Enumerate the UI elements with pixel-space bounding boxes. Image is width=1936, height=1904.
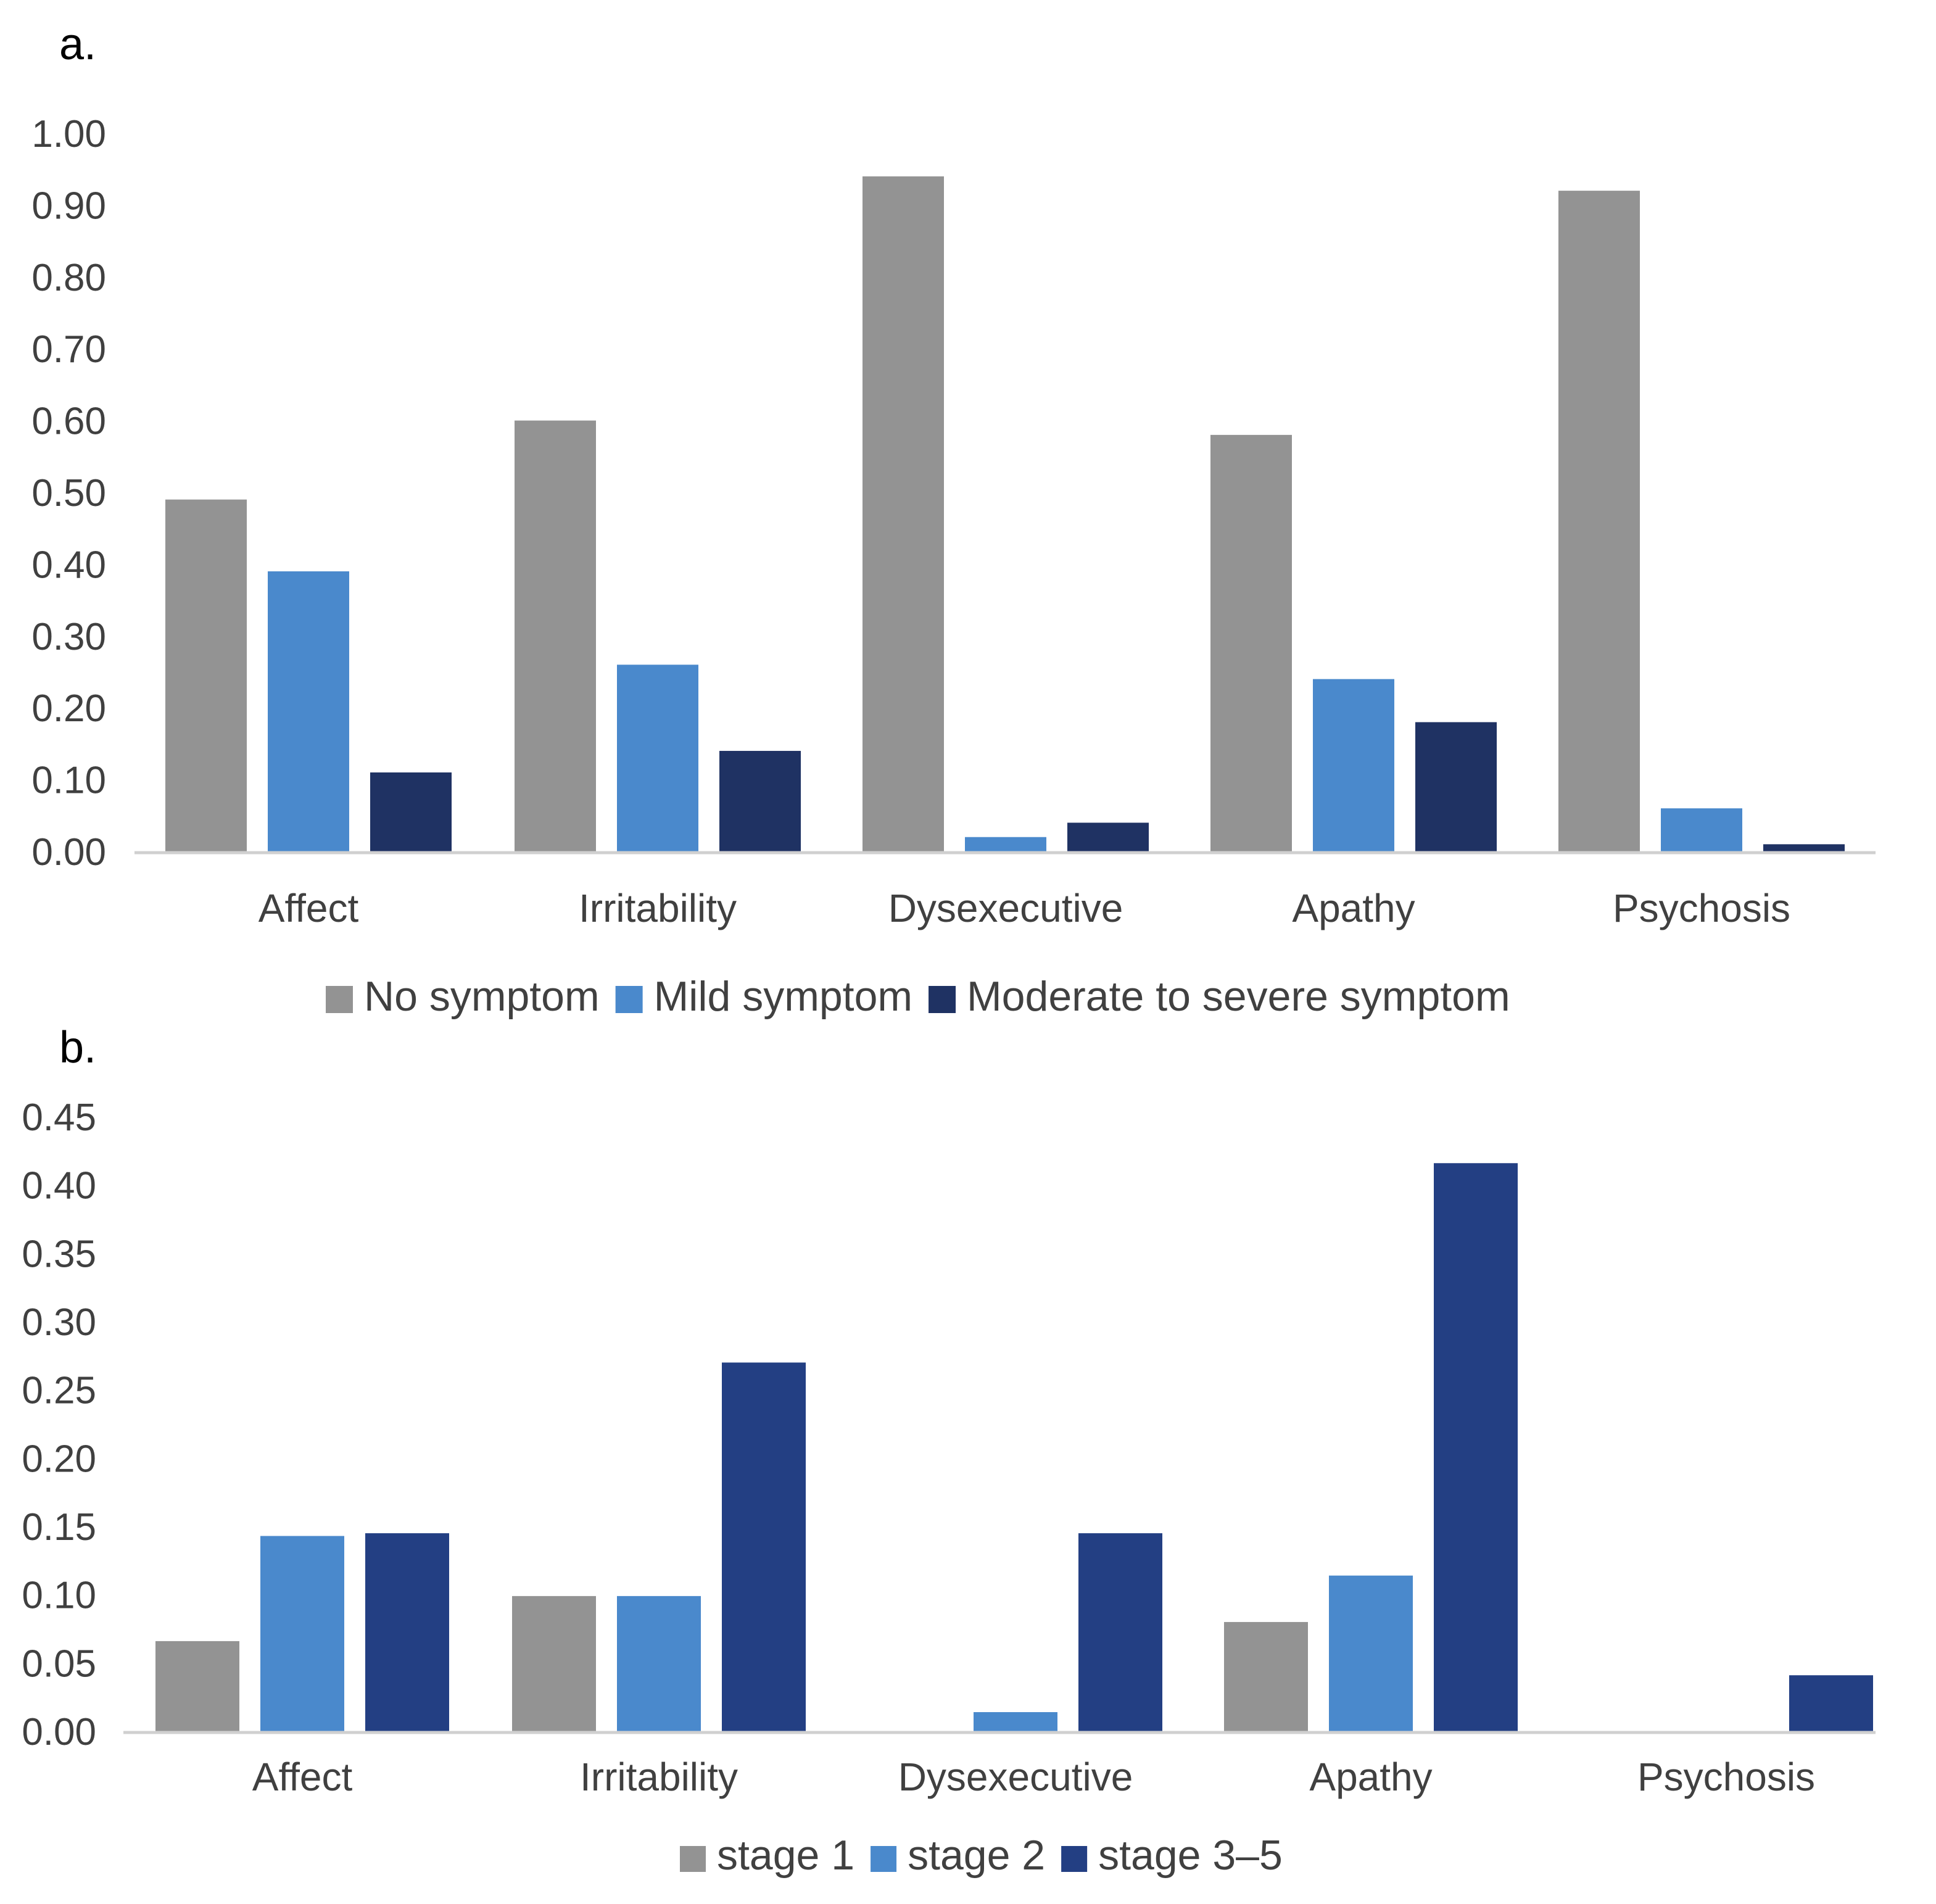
panel-a-bar-affect-moderate-to-severe-symptom [370, 772, 452, 851]
panel-a-x-tick-label: Psychosis [1613, 886, 1790, 930]
panel-b-bar-affect-stage-3-5 [365, 1533, 449, 1731]
panel-a-bar-affect-mild-symptom [268, 571, 349, 851]
panel-a-bar-apathy-no-symptom [1210, 434, 1292, 851]
panel-b-y-tick-label: 0.20 [22, 1438, 96, 1480]
panel-b-x-axis: Affect Irritability Dysexecutive Apathy Psyc… [252, 1755, 1815, 1799]
panel-a-bar-irritability-no-symptom [515, 420, 596, 851]
panel-a-legend-swatch-moderate-to-severe-symptom [929, 986, 956, 1013]
panel-a-bar-apathy-mild-symptom [1313, 679, 1394, 851]
panel-b-y-axis: 0.00 0.05 0.10 0.15 0.20 0.25 0.30 0.35 0.40 0.45 [22, 1096, 96, 1753]
panel-a-bar-dysexecutive-moderate-to-severe-symptom [1067, 822, 1149, 851]
panel-a-bar-dysexecutive-no-symptom [863, 176, 944, 852]
panel-a-x-tick-label: Affect [259, 886, 359, 930]
panel-b-legend-swatch-stage-2 [871, 1846, 897, 1872]
panel-a-bar-psychosis-moderate-to-severe-symptom [1763, 844, 1845, 851]
panel-a-legend-label-no-symptom: No symptom [364, 973, 600, 1020]
panel-a-y-tick-label: 0.60 [31, 400, 106, 443]
panel-a-bar-irritability-moderate-to-severe-symptom [719, 751, 801, 851]
panel-a-bar-dysexecutive-mild-symptom [965, 837, 1046, 851]
panel-b-bar-apathy-stage-2 [1329, 1575, 1413, 1731]
panel-b-legend-label-stage-3-5: stage 3–5 [1098, 1832, 1283, 1879]
panel-a-x-axis: Affect Irritability Dysexecutive Apathy Psyc… [259, 886, 1790, 930]
panel-a-y-tick-label: 0.30 [31, 616, 106, 658]
panel-b-bars [155, 1163, 1873, 1731]
panel-b-bar-irritability-stage-1 [512, 1596, 596, 1731]
panel-a-bar-affect-no-symptom [165, 499, 247, 851]
panel-b-bar-apathy-stage-1 [1224, 1621, 1308, 1731]
panel-b-label: b. [59, 1023, 96, 1072]
panel-b-bar-irritability-stage-2 [617, 1596, 701, 1731]
panel-a-label: a. [59, 20, 96, 69]
panel-b: b. 0.000.050.100.150.200.250.300.350.400… [22, 1023, 1876, 1879]
panel-a-legend-swatch-mild-symptom [615, 986, 643, 1013]
panel-b-x-tick-label: Dysexecutive [898, 1755, 1133, 1799]
panel-a-y-tick-label: 0.50 [31, 472, 106, 515]
panel-a-bars [165, 176, 1845, 852]
panel-b-legend-label-stage-1: stage 1 [717, 1832, 854, 1879]
panel-a-y-tick-label: 0.90 [31, 184, 106, 227]
panel-b-y-tick-label: 0.35 [22, 1233, 96, 1275]
panel-a-legend: No symptom Mild symptom Moderate to severe… [326, 973, 1510, 1020]
panel-a-legend-swatch-no-symptom [326, 986, 353, 1013]
panel-b-y-tick-label: 0.45 [22, 1096, 96, 1139]
panel-b-x-tick-label: Affect [252, 1755, 353, 1799]
panel-b-x-tick-label: Irritability [580, 1755, 738, 1799]
panel-b-x-tick-label: Apathy [1309, 1755, 1432, 1799]
panel-b-bar-affect-stage-1 [155, 1641, 239, 1731]
panel-b-x-tick-label: Psychosis [1637, 1755, 1815, 1799]
panel-a-y-tick-label: 0.00 [31, 831, 106, 874]
panel-a-y-tick-label: 0.20 [31, 687, 106, 730]
panel-a-y-tick-label: 1.00 [31, 113, 106, 155]
panel-b-legend-swatch-stage-1 [680, 1846, 706, 1872]
panel-a-bar-apathy-moderate-to-severe-symptom [1415, 722, 1497, 851]
panel-a-y-tick-label: 0.80 [31, 257, 106, 299]
panel-b-bar-psychosis-stage-3-5 [1789, 1675, 1873, 1731]
panel-a-y-tick-label: 0.10 [31, 760, 106, 802]
panel-b-bar-apathy-stage-3-5 [1434, 1163, 1518, 1731]
panel-b-y-tick-label: 0.30 [22, 1301, 96, 1344]
panel-a-legend-label-moderate-to-severe-symptom: Moderate to severe symptom [967, 973, 1510, 1020]
panel-b-legend-label-stage-2: stage 2 [908, 1832, 1045, 1879]
panel-a-x-tick-label: Irritability [579, 886, 737, 930]
panel-a-bar-psychosis-no-symptom [1558, 191, 1640, 851]
panel-b-bar-dysexecutive-stage-3-5 [1078, 1533, 1162, 1731]
panel-a: a. 0.000.100.200.300.400.500.600.700.800… [31, 20, 1876, 1020]
panel-b-bar-irritability-stage-3-5 [722, 1362, 806, 1731]
panel-b-bar-affect-stage-2 [260, 1536, 344, 1731]
panel-b-y-tick-label: 0.25 [22, 1370, 96, 1412]
panel-a-y-axis: 0.00 0.10 0.20 0.30 0.40 0.50 0.60 0.70 0.80 0.90… [31, 113, 106, 874]
panel-a-y-tick-label: 0.70 [31, 328, 106, 371]
panel-a-x-tick-label: Dysexecutive [888, 886, 1123, 930]
panel-a-x-tick-label: Apathy [1292, 886, 1415, 930]
panel-b-y-tick-label: 0.10 [22, 1575, 96, 1617]
panel-a-bar-psychosis-mild-symptom [1661, 808, 1742, 851]
panel-b-y-tick-label: 0.40 [22, 1165, 96, 1207]
panel-b-y-tick-label: 0.15 [22, 1506, 96, 1549]
panel-a-bar-irritability-mild-symptom [617, 664, 698, 851]
panel-b-y-tick-label: 0.05 [22, 1642, 96, 1685]
panel-b-bar-dysexecutive-stage-2 [974, 1712, 1057, 1731]
panel-a-y-tick-label: 0.40 [31, 544, 106, 586]
panel-b-y-tick-label: 0.00 [22, 1711, 96, 1753]
panel-a-legend-label-mild-symptom: Mild symptom [654, 973, 912, 1020]
panel-b-legend-swatch-stage-3-5 [1061, 1846, 1088, 1872]
panel-b-legend: stage 1 stage 2 stage 3–5 [680, 1832, 1283, 1879]
